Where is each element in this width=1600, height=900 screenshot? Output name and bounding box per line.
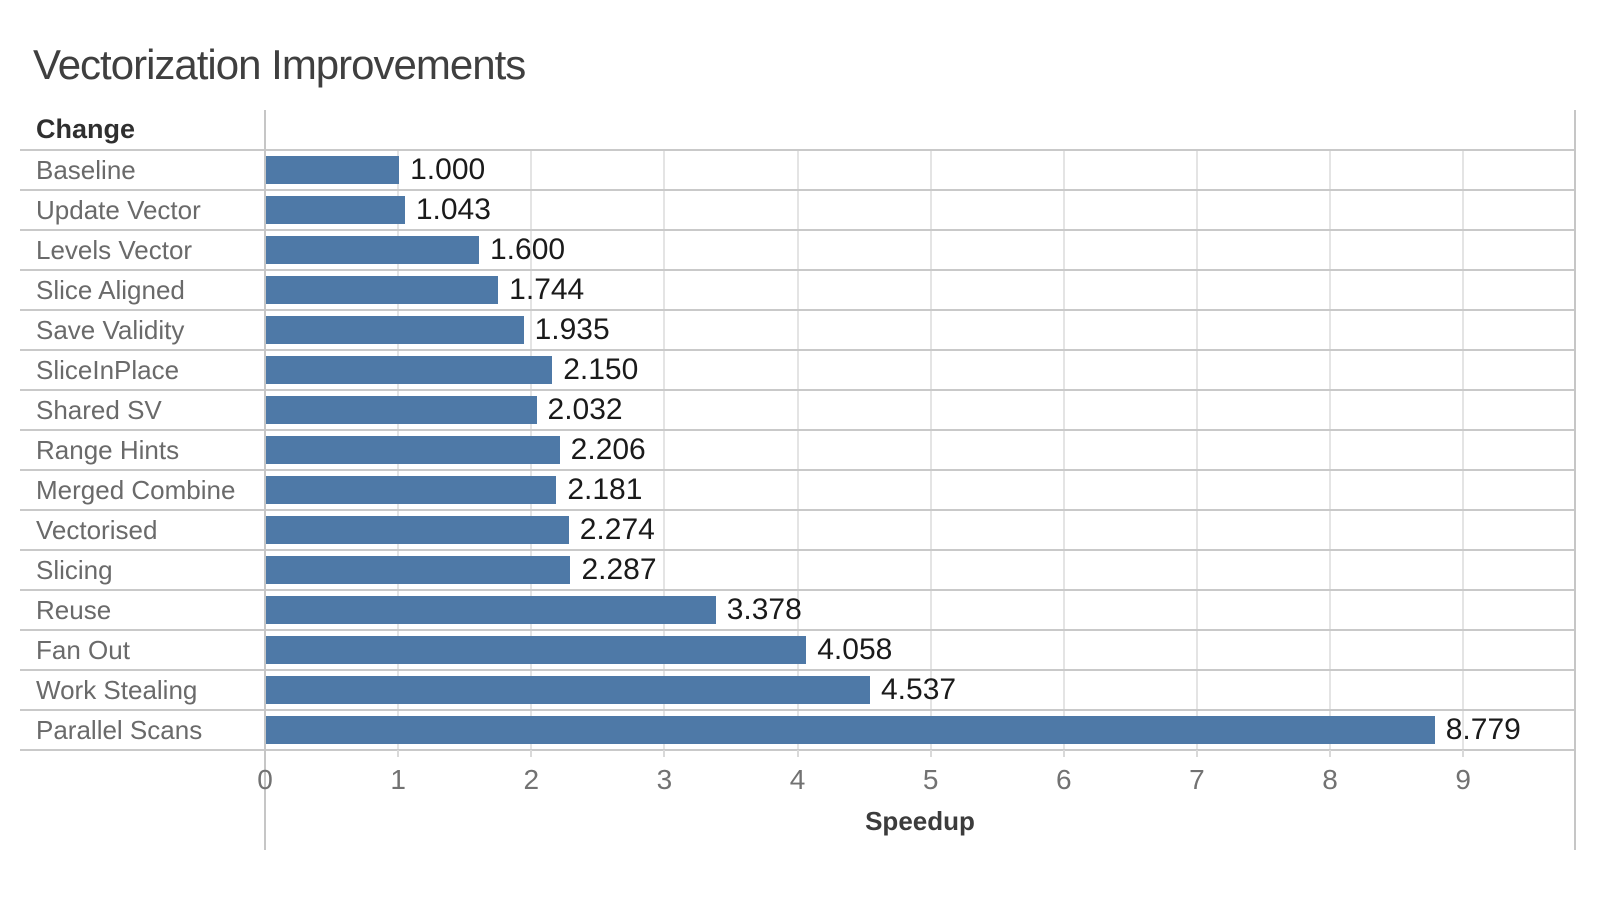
x-axis-title: Speedup	[865, 806, 975, 836]
x-tick-label: 8	[1322, 764, 1338, 795]
bar[interactable]	[266, 716, 1435, 744]
category-label[interactable]: Fan Out	[36, 635, 130, 665]
bar[interactable]	[266, 436, 560, 464]
x-tick-label: 1	[390, 764, 406, 795]
x-tick-label: 6	[1055, 764, 1072, 795]
x-tick-label: 4	[789, 764, 806, 795]
value-label: 4.537	[881, 673, 957, 706]
value-label: 4.058	[817, 633, 893, 666]
category-label[interactable]: Save Validity	[36, 315, 185, 345]
value-label: 2.150	[563, 353, 639, 386]
row-separator-line	[20, 469, 1575, 471]
row-separator-line	[20, 549, 1575, 551]
category-label[interactable]: Baseline	[36, 155, 136, 185]
category-label[interactable]: Levels Vector	[36, 235, 193, 265]
value-label: 2.181	[567, 473, 643, 506]
bar[interactable]	[266, 476, 557, 504]
tick-mark	[1462, 750, 1465, 757]
bar[interactable]	[266, 156, 400, 184]
category-label[interactable]: Vectorised	[36, 515, 158, 545]
row-separator-line	[20, 589, 1575, 591]
bar[interactable]	[266, 396, 537, 424]
tick-mark	[1329, 750, 1332, 757]
row-separator-line	[20, 349, 1575, 351]
column-header-change: Change	[36, 114, 136, 144]
value-label: 1.600	[490, 233, 566, 266]
x-tick-label: 0	[257, 764, 273, 795]
bar[interactable]	[266, 516, 569, 544]
y-axis-line	[264, 110, 266, 850]
x-tick-label: 5	[922, 764, 939, 795]
row-separator-line	[20, 389, 1575, 391]
gridline	[1329, 150, 1332, 750]
value-label: 2.274	[579, 513, 655, 546]
plot-right-border	[1574, 110, 1576, 850]
value-label: 2.032	[547, 393, 623, 426]
tick-mark	[929, 750, 932, 757]
row-separator-line	[20, 149, 1575, 151]
category-label[interactable]: Parallel Scans	[36, 715, 203, 745]
bar[interactable]	[266, 556, 571, 584]
gridline	[663, 150, 666, 750]
row-separator-line	[20, 709, 1575, 711]
tick-mark	[663, 750, 666, 757]
gridline	[929, 150, 932, 750]
category-label[interactable]: Reuse	[36, 595, 112, 625]
row-separator-line	[20, 309, 1575, 311]
category-label[interactable]: Work Stealing	[36, 675, 198, 705]
category-label[interactable]: SliceInPlace	[36, 355, 180, 385]
tick-mark	[796, 750, 799, 757]
row-separator-line	[20, 269, 1575, 271]
bar[interactable]	[266, 316, 524, 344]
bar[interactable]	[266, 596, 716, 624]
bar[interactable]	[266, 636, 807, 664]
row-separator-line	[20, 509, 1575, 511]
gridline	[1462, 150, 1465, 750]
value-label: 1.935	[534, 313, 610, 346]
value-label: 2.287	[581, 553, 657, 586]
x-tick-label: 7	[1189, 764, 1205, 795]
bar[interactable]	[266, 676, 870, 704]
category-label[interactable]: Slicing	[36, 555, 113, 585]
row-separator-line	[20, 669, 1575, 671]
bar[interactable]	[266, 236, 479, 264]
category-label[interactable]: Merged Combine	[36, 475, 236, 505]
row-separator-line	[20, 189, 1575, 191]
tick-mark	[397, 750, 400, 757]
value-label: 1.744	[509, 273, 585, 306]
chart-title: Vectorization Improvements	[33, 41, 526, 88]
x-tick-label: 2	[523, 764, 540, 795]
x-tick-label: 9	[1455, 764, 1471, 795]
gridline	[1195, 150, 1198, 750]
category-label[interactable]: Range Hints	[36, 435, 180, 465]
bar[interactable]	[266, 356, 553, 384]
tick-mark	[1062, 750, 1065, 757]
x-tick-label: 3	[656, 764, 673, 795]
value-label: 8.779	[1445, 713, 1521, 746]
gridline	[796, 150, 799, 750]
bar[interactable]	[266, 276, 499, 304]
tick-mark	[1195, 750, 1198, 757]
row-separator-line	[20, 429, 1575, 431]
row-separator-line	[20, 629, 1575, 631]
value-label: 1.000	[410, 153, 486, 186]
value-label: 3.378	[726, 593, 802, 626]
category-label[interactable]: Update Vector	[36, 195, 201, 225]
gridline	[1062, 150, 1065, 750]
bar[interactable]	[266, 196, 405, 224]
tick-mark	[530, 750, 533, 757]
value-label: 2.206	[570, 433, 646, 466]
category-label[interactable]: Slice Aligned	[36, 275, 185, 305]
value-label: 1.043	[415, 193, 491, 226]
category-label[interactable]: Shared SV	[36, 395, 162, 425]
row-separator-line	[20, 229, 1575, 231]
